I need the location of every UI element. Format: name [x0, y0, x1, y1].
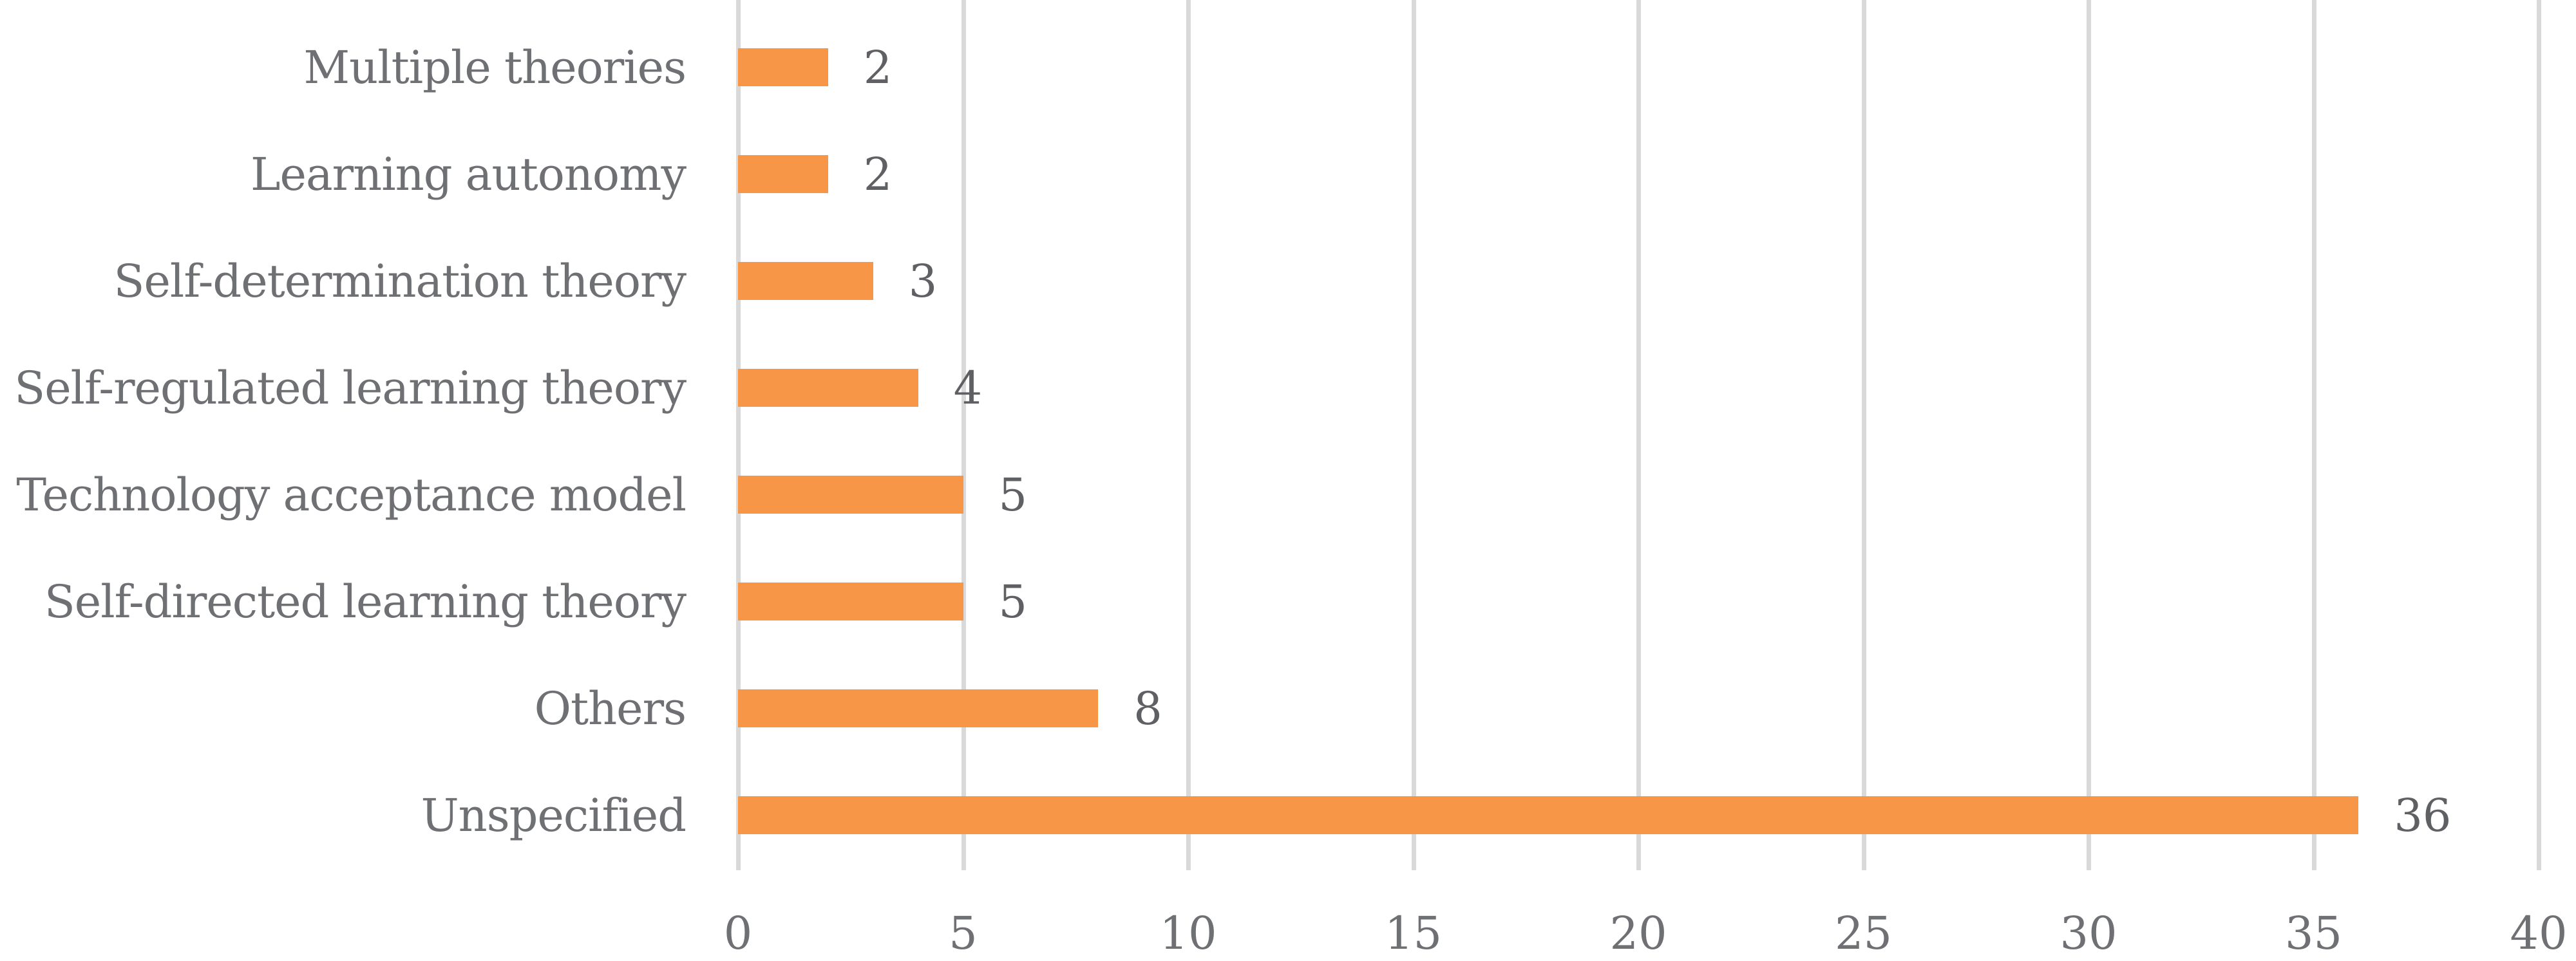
data-label: 3	[908, 255, 938, 308]
bar	[738, 48, 828, 86]
bar	[738, 796, 2359, 834]
gridline	[2087, 0, 2091, 870]
gridline	[736, 0, 741, 870]
gridline	[1861, 0, 1866, 870]
data-label: 5	[998, 575, 1028, 628]
category-label: Learning autonomy	[251, 148, 687, 201]
x-tick-label: 5	[949, 907, 978, 960]
category-label: Self-regulated learning theory	[14, 362, 687, 415]
category-label: Self-directed learning theory	[44, 575, 687, 628]
x-tick-label: 25	[1834, 907, 1893, 960]
x-tick-label: 0	[723, 907, 753, 960]
data-label: 2	[863, 148, 893, 201]
gridline	[961, 0, 966, 870]
bar	[738, 262, 873, 300]
bar	[738, 476, 963, 514]
bar	[738, 369, 918, 407]
category-label: Others	[534, 682, 687, 735]
gridline	[2311, 0, 2316, 870]
category-label: Multiple theories	[303, 41, 687, 94]
data-label: 4	[953, 362, 983, 415]
category-label: Unspecified	[421, 789, 687, 842]
data-label: 2	[863, 41, 893, 94]
bar	[738, 689, 1099, 727]
x-tick-label: 35	[2284, 907, 2343, 960]
x-tick-label: 40	[2510, 907, 2568, 960]
gridline	[2537, 0, 2541, 870]
gridline	[1636, 0, 1641, 870]
bar	[738, 155, 828, 193]
category-label: Self-determination theory	[113, 255, 687, 308]
x-tick-label: 15	[1384, 907, 1443, 960]
x-tick-label: 10	[1159, 907, 1217, 960]
bar	[738, 583, 963, 620]
gridline	[1411, 0, 1416, 870]
x-tick-label: 20	[1609, 907, 1667, 960]
x-tick-label: 30	[2060, 907, 2117, 960]
data-label: 5	[998, 469, 1028, 521]
category-label: Technology acceptance model	[16, 469, 687, 521]
gridline	[1186, 0, 1191, 870]
data-label: 8	[1133, 682, 1162, 735]
data-label: 36	[2394, 789, 2452, 842]
